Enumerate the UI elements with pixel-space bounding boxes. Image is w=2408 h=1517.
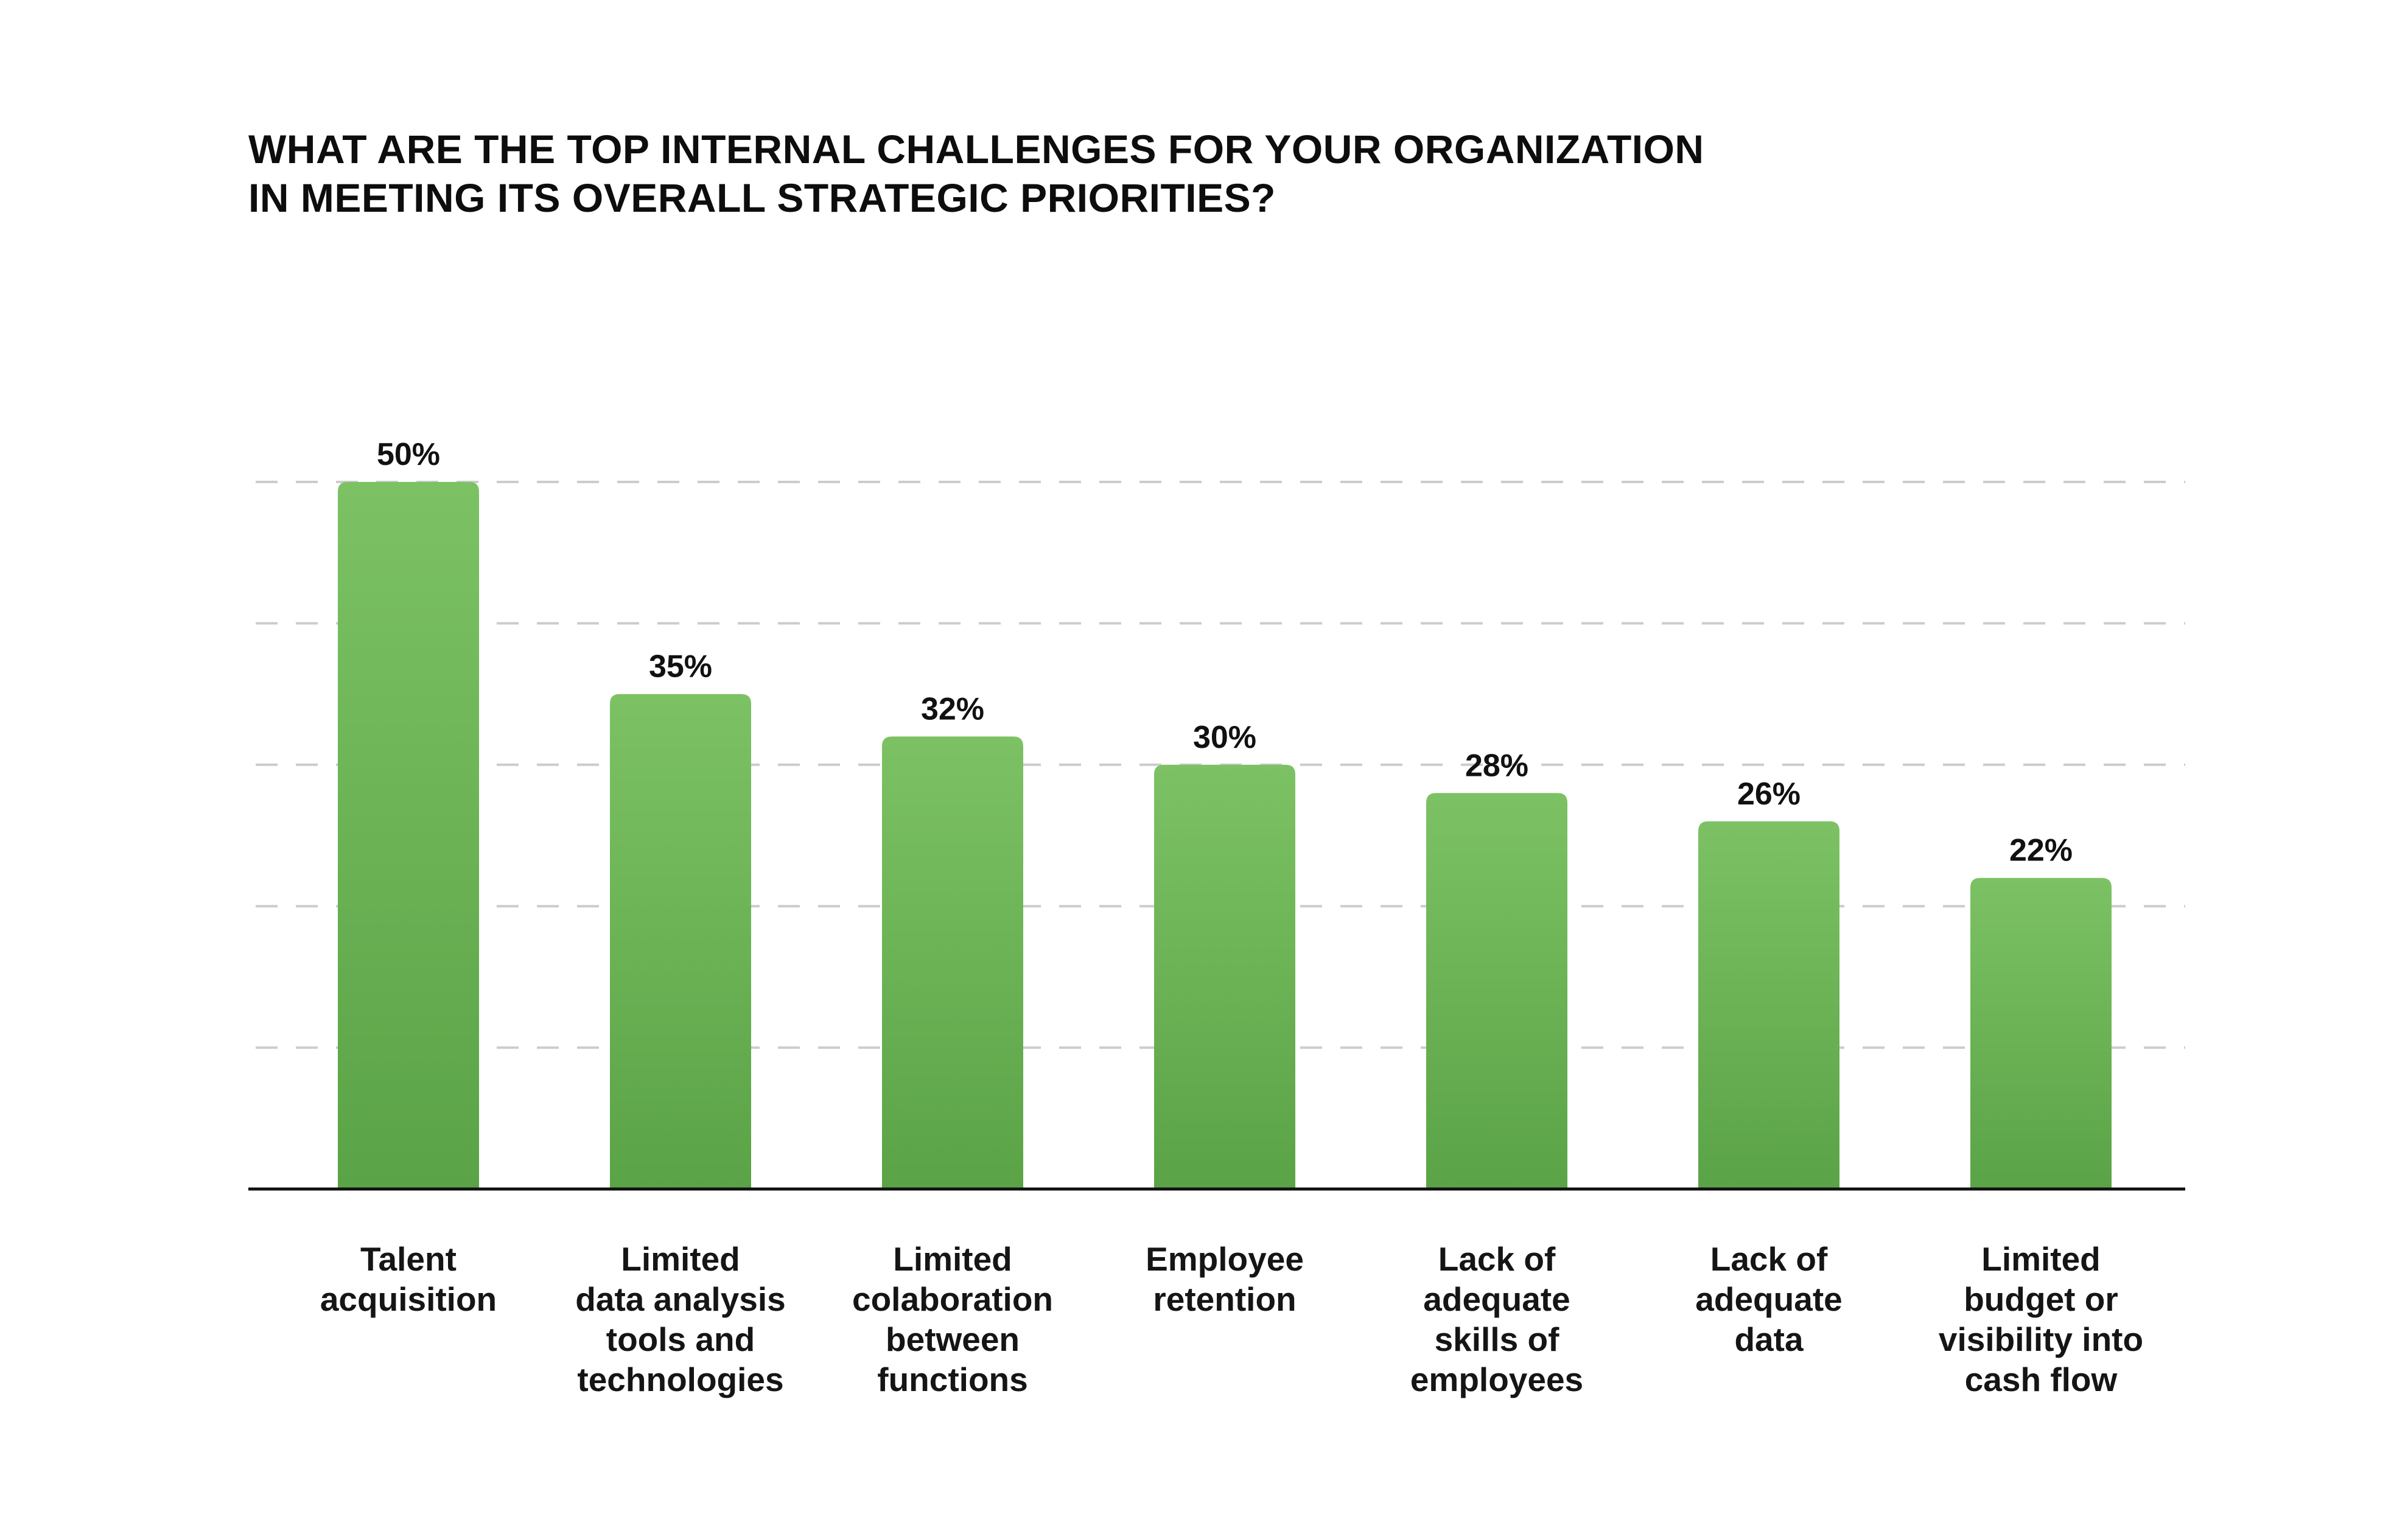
- category-label-2-line-2: data analysis: [575, 1280, 785, 1318]
- bar-1: [338, 482, 479, 1189]
- bars: [338, 482, 2112, 1189]
- bar-4: [1154, 764, 1295, 1189]
- category-label-3-line-4: functions: [877, 1361, 1027, 1398]
- chart-title-line-1: WHAT ARE THE TOP INTERNAL CHALLENGES FOR…: [248, 127, 1704, 172]
- bar-value-label-5: 28%: [1465, 748, 1528, 783]
- bar-value-label-1: 50%: [377, 437, 440, 472]
- bar-value-label-6: 26%: [1737, 776, 1801, 812]
- category-label-5-line-1: Lack of: [1438, 1240, 1556, 1278]
- category-label-6-line-1: Lack of: [1710, 1240, 1828, 1278]
- category-label-3-line-1: Limited: [893, 1240, 1012, 1278]
- category-label-7-line-2: budget or: [1964, 1280, 2118, 1318]
- category-label-5-line-2: adequate: [1423, 1280, 1570, 1318]
- bar-value-label-4: 30%: [1193, 720, 1256, 755]
- bar-3: [882, 736, 1023, 1189]
- chart-title-line-2: IN MEETING ITS OVERALL STRATEGIC PRIORIT…: [248, 175, 1276, 220]
- bar-value-label-2: 35%: [649, 649, 712, 685]
- category-label-4-line-1: Employee: [1146, 1240, 1304, 1278]
- category-label-7-line-1: Limited: [1981, 1240, 2101, 1278]
- category-label-3-line-2: colaboration: [852, 1280, 1053, 1318]
- category-label-6-line-2: adequate: [1695, 1280, 1842, 1318]
- category-label-7-line-4: cash flow: [1965, 1361, 2118, 1398]
- bar-5: [1426, 793, 1567, 1189]
- category-label-2-line-4: technologies: [577, 1361, 783, 1398]
- bar-2: [610, 694, 751, 1189]
- category-label-1-line-1: Talent: [360, 1240, 457, 1278]
- category-label-1-line-2: acquisition: [320, 1280, 497, 1318]
- category-label-6-line-3: data: [1734, 1320, 1804, 1358]
- value-labels: 50% 35% 32% 30% 28% 26% 22%: [377, 437, 2073, 868]
- bar-6: [1698, 821, 1839, 1189]
- bar-7: [1970, 877, 2112, 1189]
- category-label-2: Limited data analysis tools and technologie…: [575, 1240, 785, 1398]
- bar-value-label-7: 22%: [2009, 833, 2073, 868]
- category-label-5: Lack of adequate skills of employees: [1410, 1240, 1583, 1398]
- category-label-4: Employee retention: [1146, 1240, 1304, 1318]
- category-label-2-line-1: Limited: [621, 1240, 740, 1278]
- category-label-2-line-3: tools and: [606, 1320, 755, 1358]
- category-label-3-line-3: between: [886, 1320, 1020, 1358]
- category-label-6: Lack of adequate data: [1695, 1240, 1842, 1358]
- category-label-5-line-4: employees: [1410, 1361, 1583, 1398]
- category-label-7-line-3: visibility into: [1939, 1320, 2143, 1358]
- category-label-5-line-3: skills of: [1435, 1320, 1559, 1358]
- category-label-4-line-2: retention: [1153, 1280, 1296, 1318]
- bar-value-label-3: 32%: [921, 691, 984, 727]
- category-label-1: Talent acquisition: [320, 1240, 497, 1318]
- category-label-3: Limited colaboration between functions: [852, 1240, 1053, 1398]
- category-label-7: Limited budget or visibility into cash flow: [1939, 1240, 2143, 1398]
- chart-title: WHAT ARE THE TOP INTERNAL CHALLENGES FOR…: [248, 125, 1892, 222]
